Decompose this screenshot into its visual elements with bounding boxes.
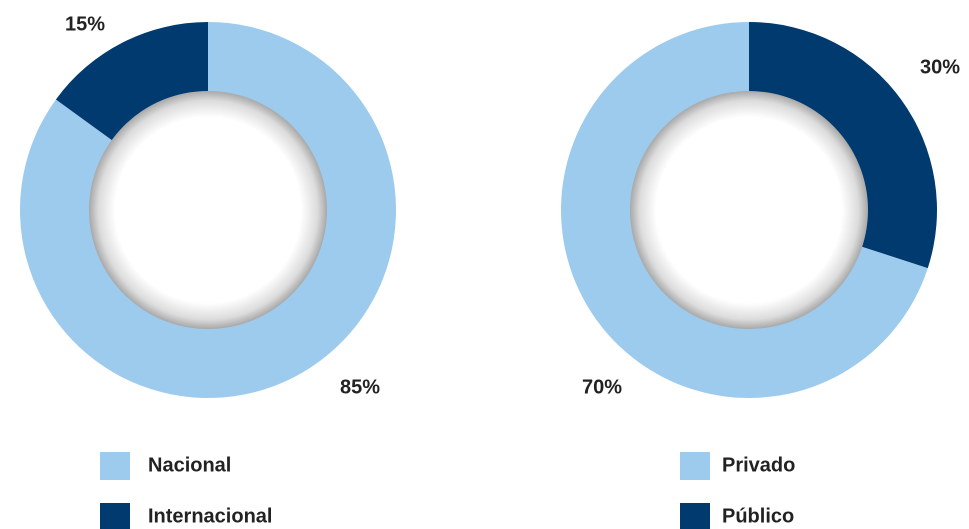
value-label: 15% [65,13,105,35]
donut-slice [19,22,397,398]
donut-hole [630,91,868,329]
legend-swatch [100,503,130,529]
donut-slice [561,22,928,398]
donut-slice [55,22,209,141]
legend-label: Privado [722,454,795,476]
donut-hole [89,91,327,329]
legend-label: Internacional [148,505,272,527]
value-label: 70% [582,376,622,398]
legend-label: Nacional [148,454,231,476]
donut-slice [749,22,937,269]
legend-label: Público [722,505,794,527]
legend-swatch [680,452,710,480]
value-label: 85% [340,376,380,398]
legend-swatch [680,503,710,529]
value-label: 30% [920,56,960,78]
legend-swatch [100,452,130,480]
